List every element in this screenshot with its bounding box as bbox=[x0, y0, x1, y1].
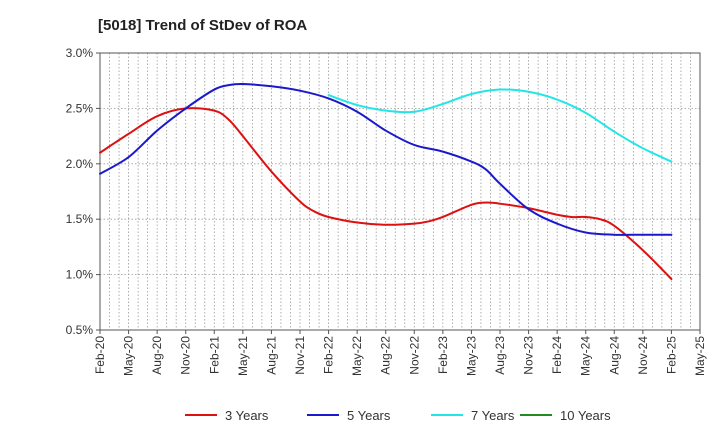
x-tick-label: Aug-22 bbox=[379, 336, 393, 375]
x-tick-label: Aug-20 bbox=[150, 336, 164, 375]
x-tick-label: Feb-25 bbox=[664, 336, 678, 374]
legend: 3 Years 5 Years 7 Years 10 Years bbox=[185, 408, 611, 423]
x-tick-label: Aug-21 bbox=[264, 336, 278, 375]
x-tick-label: Nov-22 bbox=[407, 336, 421, 375]
legend-label: 3 Years bbox=[225, 408, 269, 423]
x-tick-label: Feb-22 bbox=[322, 336, 336, 374]
x-tick-label: Aug-23 bbox=[493, 336, 507, 375]
x-tick-label: May-24 bbox=[579, 336, 593, 376]
series-line-3-years bbox=[99, 107, 673, 281]
x-tick-label: Nov-20 bbox=[179, 336, 193, 375]
x-tick-label: May-22 bbox=[350, 336, 364, 376]
y-tick-label: 1.5% bbox=[66, 212, 94, 226]
y-tick-label: 1.0% bbox=[66, 268, 94, 282]
x-tick-label: May-23 bbox=[464, 336, 478, 376]
x-tick-label: May-21 bbox=[236, 336, 250, 376]
plot-background bbox=[100, 53, 700, 330]
y-tick-label: 0.5% bbox=[66, 323, 94, 337]
x-tick-label: May-20 bbox=[122, 336, 136, 376]
series-line-7-years bbox=[327, 88, 673, 163]
x-tick-label: Nov-21 bbox=[293, 336, 307, 375]
plot-frame bbox=[99, 52, 701, 331]
legend-label: 7 Years bbox=[471, 408, 515, 423]
x-tick-label: May-25 bbox=[693, 336, 707, 376]
series-line-5-years bbox=[99, 82, 673, 236]
plot-area: 0.5% 1.0% 1.5% 2.0% 2.5% 3.0% Feb-20 May-20 Aug-… bbox=[66, 46, 707, 376]
y-tick-label: 3.0% bbox=[66, 46, 94, 60]
x-tick-label: Nov-23 bbox=[522, 336, 536, 375]
x-tick-label: Nov-24 bbox=[636, 336, 650, 375]
x-tick-label: Aug-24 bbox=[607, 336, 621, 375]
x-tick-label: Feb-24 bbox=[550, 336, 564, 374]
chart-title: [5018] Trend of StDev of ROA bbox=[98, 17, 307, 34]
x-tick-label: Feb-23 bbox=[436, 336, 450, 374]
x-tick-label: Feb-21 bbox=[207, 336, 221, 374]
y-tick-label: 2.0% bbox=[66, 157, 94, 171]
x-tick-label: Feb-20 bbox=[93, 336, 107, 374]
legend-label: 5 Years bbox=[347, 408, 391, 423]
y-tick-label: 2.5% bbox=[66, 101, 94, 115]
legend-label: 10 Years bbox=[560, 408, 611, 423]
